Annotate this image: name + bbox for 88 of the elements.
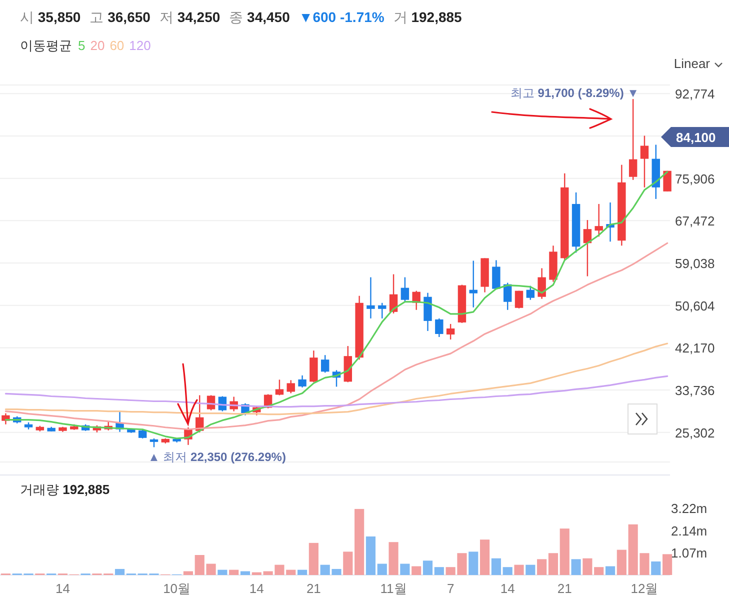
y-tick-label: 75,906 [675,171,715,186]
candlestick [435,318,444,338]
candlestick [446,323,455,340]
x-tick-label: 21 [557,581,572,596]
bar [616,550,626,575]
text: 시 35,850 [20,9,81,25]
text: 20 [90,38,105,53]
bar [605,566,616,575]
y-tick-label: 25,302 [675,425,715,440]
text: 60 [110,38,124,53]
bar [548,553,558,575]
candlestick [378,302,386,320]
bar [651,561,661,575]
bar [491,558,501,575]
bar [114,568,125,575]
x-tick-label: 12월 [630,581,658,596]
bar [434,567,444,575]
bar [560,528,570,575]
y-tick-label: 2.14m [671,523,708,538]
candlestick [526,285,535,300]
candlestick [538,268,546,300]
text: 5 [78,38,86,53]
bar [308,542,318,575]
candlestick [628,98,638,180]
bar [240,571,250,575]
candlestick [640,135,649,188]
bar [480,540,490,575]
candlestick [275,379,284,396]
bar [502,567,512,575]
bar [468,552,478,575]
candlestick [400,276,410,302]
bar [229,570,239,575]
y-tick-label: 3.22m [671,500,708,516]
bar [377,564,387,575]
bar [218,570,228,575]
text: 종 34,450 [229,9,290,25]
candlestick [594,203,603,238]
bar [571,559,581,575]
x-tick-label: 7 [446,581,454,596]
candlestick [366,276,375,320]
bar [183,571,194,575]
x-tick-label: 21 [306,581,321,596]
candlestick [138,428,147,440]
candlestick [286,380,295,394]
text: ▼600 -1.71% [298,9,385,25]
x-tick-label: 14 [500,581,515,596]
x-tick-label: 11월 [380,581,407,596]
text: 거 192,885 [393,9,462,25]
x-tick-label: 10월 [163,581,191,596]
bar [400,564,410,575]
y-tick-label: 33,736 [675,383,715,398]
x-tick-label: 14 [249,581,264,596]
legend-title: 이동평균 [20,38,72,53]
bar [343,552,353,575]
bar [594,567,604,575]
bar [422,560,433,575]
bar [514,564,524,575]
y-tick-label: 1.07m [671,546,708,561]
bar [662,554,672,575]
bar [537,559,547,575]
y-tick-label: 50,604 [675,298,715,314]
text: 120 [129,38,151,53]
candlestick [583,219,592,277]
bar [252,572,262,575]
bar [526,564,536,575]
bar [412,566,422,575]
bar [354,508,364,575]
annotation: ▲ 최저 22,350 (276.29%) [148,450,286,464]
y-tick-label: 92,774 [675,86,715,102]
annotation: 최고 91,700 (-8.29%) ▼ [510,86,640,100]
bar [582,558,592,575]
y-tick-label: 67,472 [675,214,715,229]
bar [366,536,376,575]
candlestick [298,374,306,388]
text: 고 36,650 [90,9,151,25]
text: 거래량 192,885 [20,482,110,497]
y-tick-label: 59,038 [675,256,715,272]
x-tick-label: 14 [56,581,70,596]
text: Linear [674,56,711,71]
candlestick [469,260,478,308]
bar [388,542,398,575]
candlestick [320,354,330,374]
candlestick [514,290,524,309]
candlestick [492,260,500,290]
text: 저 34,250 [159,9,220,25]
text: 84,100 [676,130,716,145]
bar [297,570,308,575]
y-tick-label: 42,170 [675,340,715,356]
